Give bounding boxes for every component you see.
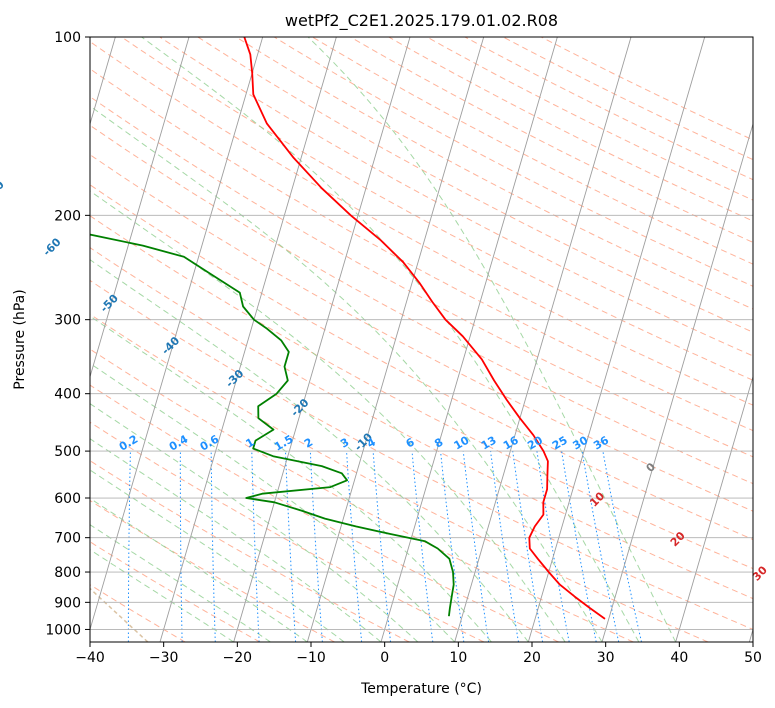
x-tick-label: 20 [523, 650, 541, 666]
x-tick-label: 40 [670, 650, 688, 666]
isotherm [306, 37, 485, 642]
dry-adiabat [90, 247, 753, 600]
isotherms [90, 37, 753, 642]
dry-adiabat [273, 37, 753, 287]
dry-adiabat [235, 37, 753, 310]
x-tick-label: −40 [75, 650, 105, 666]
mixing-ratio-lines [127, 451, 642, 642]
isotherm [90, 37, 190, 379]
y-tick-label: 600 [54, 491, 81, 507]
y-tick-label: 500 [54, 444, 81, 460]
dry-adiabat [90, 460, 410, 642]
moist-adiabat [141, 37, 640, 642]
plot-area [90, 37, 753, 642]
y-axis: 100 200 300 400 500 600 700 800 900 1000 [45, 30, 90, 638]
dry-adiabat [90, 96, 753, 458]
y-tick-label: 100 [54, 30, 81, 46]
x-tick-label: 0 [380, 650, 389, 666]
x-axis: −40 −30 −20 −10 0 10 20 30 40 50 [75, 642, 762, 666]
y-tick-label: 700 [54, 531, 81, 547]
mixing-ratio-line [372, 451, 391, 642]
dry-adiabat [90, 348, 634, 642]
y-tick-label: 400 [54, 387, 81, 403]
profile-line-1 [243, 37, 606, 620]
isotherm [675, 375, 753, 642]
moist-adiabat [90, 469, 345, 642]
x-tick-label: 30 [597, 650, 615, 666]
dry-adiabat [90, 124, 753, 485]
moist-adiabat [90, 259, 529, 642]
mixing-ratio-line [490, 451, 519, 642]
isotherm [90, 37, 264, 632]
mixing-ratio-line [602, 451, 642, 642]
dry-adiabat [90, 279, 753, 630]
y-tick-label: 800 [54, 565, 81, 581]
dry-adiabat [90, 313, 709, 642]
dry-adiabat [90, 584, 186, 642]
x-tick-label: 50 [744, 650, 762, 666]
plot-frame [89, 36, 754, 643]
isotherm [601, 122, 753, 642]
dry-adiabat [90, 184, 753, 541]
moist-adiabat [90, 105, 603, 642]
moist-adiabat [307, 37, 677, 642]
moist-adiabat [90, 362, 456, 642]
dry-adiabat [90, 41, 753, 406]
x-tick-label: −20 [223, 650, 253, 666]
mixing-ratio-line [440, 451, 465, 642]
dry-adiabat [90, 541, 261, 642]
isotherm [527, 37, 706, 642]
profiles [90, 37, 606, 620]
y-tick-label: 900 [54, 595, 81, 611]
y-tick-label: 1000 [45, 622, 81, 638]
isotherm [233, 37, 411, 642]
dry-adiabat [90, 421, 485, 642]
isotherm-label: -70 [0, 178, 7, 201]
x-tick-label: −30 [149, 650, 179, 666]
profile-line-2 [90, 233, 455, 617]
isobars [90, 37, 753, 630]
isotherm [454, 37, 632, 642]
mixing-ratio-line [346, 451, 363, 642]
dry-adiabat [121, 37, 753, 381]
mixing-ratio-line [561, 451, 597, 642]
y-tick-label: 200 [54, 208, 81, 224]
x-axis-label: Temperature (°C) [360, 681, 482, 697]
isotherm [159, 37, 337, 642]
moist-adiabat [90, 190, 566, 642]
x-tick-label: 10 [449, 650, 467, 666]
mixing-ratio-line [462, 451, 490, 642]
x-tick-label: −10 [296, 650, 326, 666]
y-axis-label: Pressure (hPa) [12, 289, 28, 389]
mixing-ratio-line [411, 451, 434, 642]
moist-adiabat [90, 403, 419, 642]
chart-title: wetPf2_C2E1.2025.179.01.02.R08 [285, 11, 558, 31]
isotherm [380, 37, 558, 642]
dry-adiabat [90, 154, 753, 512]
mixing-ratio-line [581, 451, 620, 642]
y-tick-label: 300 [54, 313, 81, 329]
dry-adiabats [90, 37, 753, 642]
